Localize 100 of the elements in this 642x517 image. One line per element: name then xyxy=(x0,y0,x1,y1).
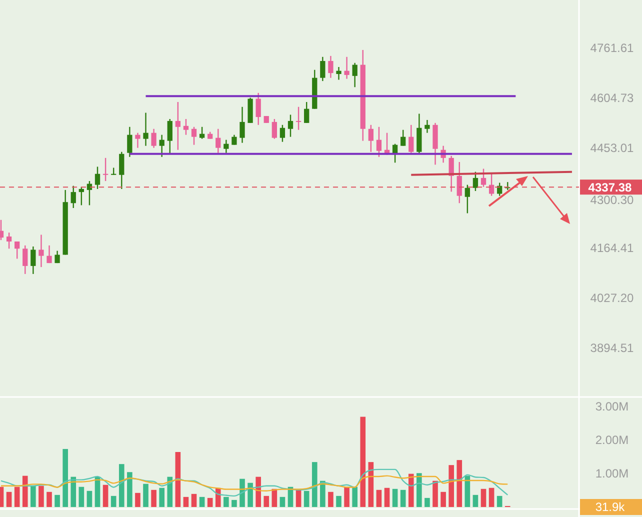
candlestick xyxy=(280,124,286,142)
bar xyxy=(78,486,84,507)
candlestick xyxy=(46,244,52,264)
candlestick xyxy=(151,128,156,148)
bar xyxy=(14,486,20,507)
candlestick xyxy=(344,56,350,80)
bar xyxy=(38,486,44,507)
candlestick xyxy=(135,132,140,148)
bar xyxy=(256,476,261,507)
bar xyxy=(224,496,229,507)
bar xyxy=(175,452,181,507)
candlestick xyxy=(216,128,221,154)
bar xyxy=(264,496,270,507)
y-tick-label: 3894.51 xyxy=(590,340,634,355)
candlestick xyxy=(376,126,382,158)
bar xyxy=(127,472,132,507)
bar xyxy=(496,496,502,507)
y-tick-label: 4604.73 xyxy=(590,91,634,106)
candlestick xyxy=(167,118,172,154)
candlestick xyxy=(54,250,60,264)
candlestick xyxy=(328,55,334,78)
bar xyxy=(280,496,286,507)
bar xyxy=(472,494,478,507)
bar xyxy=(352,486,358,507)
bar xyxy=(199,496,205,507)
bar xyxy=(312,462,318,507)
y-tick-label: 4300.30 xyxy=(590,193,634,208)
candlestick xyxy=(416,113,422,154)
candlestick xyxy=(497,182,502,196)
bar xyxy=(320,480,326,507)
candlestick xyxy=(336,66,342,80)
bar xyxy=(62,448,68,507)
candlestick xyxy=(183,118,189,136)
candlestick xyxy=(408,124,414,154)
bar xyxy=(248,482,253,507)
candlestick xyxy=(400,129,406,146)
bar xyxy=(480,488,486,507)
bar xyxy=(376,490,382,507)
bar xyxy=(488,488,494,507)
bar xyxy=(232,500,237,507)
candlestick xyxy=(6,232,12,250)
candlestick xyxy=(472,171,478,192)
candlestick xyxy=(464,184,470,214)
y-tick-label: 4164.41 xyxy=(590,240,634,255)
bar xyxy=(344,486,350,507)
candlestick xyxy=(143,112,148,146)
bar xyxy=(70,476,76,507)
candlestick xyxy=(456,161,462,204)
text: 31.9k xyxy=(595,500,626,514)
candlestick xyxy=(480,168,486,188)
line-series xyxy=(0,468,508,497)
candlestick xyxy=(70,185,76,209)
bar xyxy=(440,492,446,507)
bar xyxy=(368,462,374,507)
candlestick xyxy=(199,126,205,140)
bar xyxy=(22,476,28,507)
candlestick xyxy=(224,139,229,154)
bar xyxy=(464,476,470,507)
candlestick xyxy=(94,166,100,190)
bar xyxy=(400,490,406,507)
bar xyxy=(167,476,173,507)
bar xyxy=(86,490,92,507)
bar xyxy=(424,498,430,507)
candlestick xyxy=(352,62,358,88)
line-series xyxy=(0,475,508,492)
bar xyxy=(304,490,310,507)
bar xyxy=(110,496,116,507)
candlestick xyxy=(320,56,326,82)
bar xyxy=(6,492,12,507)
candlestick xyxy=(159,134,164,158)
candlestick xyxy=(78,186,84,206)
bar xyxy=(54,494,60,507)
bar xyxy=(432,480,438,507)
candlestick xyxy=(175,101,180,150)
bar xyxy=(151,490,156,507)
bar xyxy=(191,494,197,507)
bar xyxy=(408,474,414,507)
candlestick xyxy=(368,124,374,152)
candlestick xyxy=(232,134,237,146)
bar xyxy=(143,484,148,507)
candlestick xyxy=(256,92,261,126)
candlestick xyxy=(296,106,302,130)
candlestick xyxy=(304,101,310,124)
y-tick-label: 4761.61 xyxy=(590,41,634,56)
ref-line-label: 4337.38 xyxy=(588,180,632,194)
candlestick xyxy=(127,126,132,158)
y-tick-label: 4453.01 xyxy=(590,141,634,156)
candlestick xyxy=(14,240,20,260)
bar xyxy=(183,496,189,507)
candlestick xyxy=(102,157,108,182)
bar xyxy=(448,465,454,507)
candlestick xyxy=(191,126,197,146)
bar xyxy=(118,464,124,507)
bar xyxy=(384,488,390,507)
bar xyxy=(296,490,302,507)
candlestick xyxy=(30,246,36,275)
candlestick xyxy=(488,173,494,196)
candlestick xyxy=(272,118,277,140)
y-tick-label: 2.00M xyxy=(595,433,629,448)
bar xyxy=(207,498,213,507)
